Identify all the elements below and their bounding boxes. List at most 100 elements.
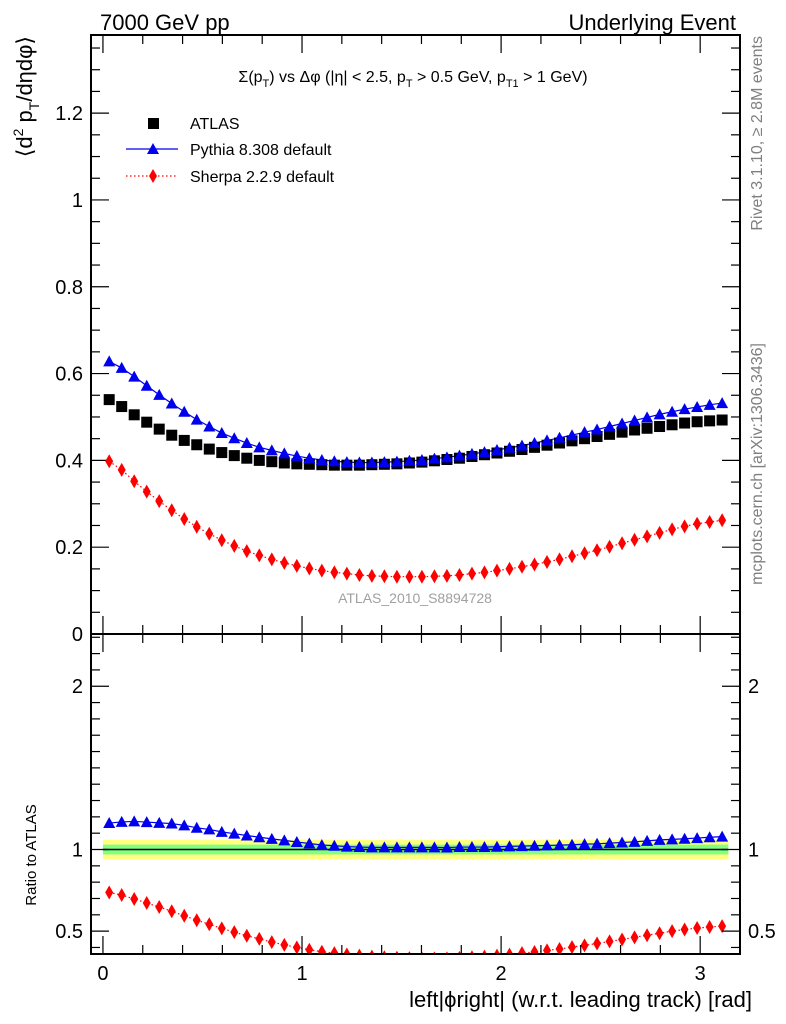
sherpa-line [108,460,723,578]
main-y-tick-label: 0.6 [55,364,83,386]
sherpa-point [330,565,339,580]
pythia-ratio-point [616,836,629,848]
sherpa-ratio-point [605,934,614,949]
main-y-tick-label: 0.8 [55,277,83,299]
pythia-ratio-point [541,839,554,851]
sherpa-ratio-point [117,888,126,903]
pythia-point [178,405,191,417]
pythia-point [328,455,341,467]
pythia-point [253,441,266,453]
sherpa-ratio-point [568,940,577,954]
pythia-ratio-point [428,841,441,853]
pythia-ratio-point [415,841,428,853]
pythia-point [290,450,303,462]
sherpa-ratio-point [543,943,552,954]
pythia-ratio-point [128,815,141,827]
atlas-point [141,416,153,428]
atlas-point [278,457,290,469]
pythia-ratio-point [628,835,641,847]
sherpa-point [643,529,652,544]
sherpa-ratio-point [593,936,602,951]
sherpa-point [705,515,714,530]
main-y-tick-label: 0.2 [55,537,83,559]
atlas-point [616,426,628,438]
pythia-ratio-point [140,816,153,828]
pythia-ratio-point [691,832,704,844]
atlas-point [291,458,303,470]
legend-entry-sherpa: Sherpa 2.2.9 default [126,169,335,186]
sherpa-point [593,543,602,558]
sherpa-ratio-point [693,921,702,936]
pythia-ratio-point [153,816,166,828]
sherpa-point [480,565,489,580]
pythia-ratio-point [478,841,491,853]
pythia-ratio-point [666,833,679,845]
sherpa-ratio-point [481,949,487,954]
pythia-point [591,423,604,435]
pythia-ratio-point [115,815,128,827]
sherpa-point [117,462,126,477]
x-tick-label: 0 [97,963,108,985]
pythia-ratio-point [328,839,341,851]
sherpa-point [317,563,326,578]
pythia-ratio-point [103,817,116,829]
x-tick-label: 2 [496,963,507,985]
pythia-point [528,437,541,449]
sherpa-point [517,559,526,574]
pythia-ratio-point [591,837,604,849]
pythia-point [428,452,441,464]
pythia-point [678,403,691,415]
sherpa-point [492,563,501,578]
sherpa-ratio-line [109,891,723,954]
pythia-ratio-point [503,840,516,852]
legend-entry-pythia: Pythia 8.308 default [126,142,332,159]
sherpa-ratio-point [630,930,639,945]
atlas-point [666,419,678,431]
sherpa-point [280,555,289,570]
sherpa-point [580,546,589,561]
pythia-ratio-point [165,817,178,829]
pythia-point [703,398,716,410]
pythia-point [265,444,278,456]
sherpa-point [342,566,351,581]
pythia-ratio-point [515,840,528,852]
main-y-tick-label: 1.2 [55,103,83,125]
sherpa-point [192,519,201,534]
legend-marker-pythia [147,143,159,154]
pythia-point [165,397,178,409]
pythia-point [240,437,253,449]
atlas-point [191,439,203,451]
main-y-tick-label: 0.4 [55,450,83,472]
sherpa-point [568,549,577,564]
x-tick-labels: 0 1 2 3 [97,963,705,985]
sherpa-ratio-point [469,950,475,954]
atlas-point [116,401,128,413]
pythia-point [503,441,516,453]
ratio-y-tick-label-left: 1 [72,840,83,862]
pythia-point [203,420,216,432]
pythia-ratio-point [253,831,266,843]
legend-entry-atlas: ATLAS [148,116,240,133]
sherpa-ratio-point [205,917,214,932]
main-y-tick-label: 1 [72,190,83,212]
pythia-point [215,427,228,439]
sherpa-point [530,557,539,572]
sherpa-ratio-point [255,931,264,946]
pythia-point [716,397,729,409]
atlas-point [241,452,253,464]
sherpa-point [655,525,664,540]
pythia-point [115,361,128,373]
sherpa-ratio-point [618,932,627,947]
pythia-point [365,456,378,468]
pythia-point [353,456,366,468]
sherpa-ratio-point [643,928,652,943]
sherpa-point [367,568,376,583]
pythia-ratio-point [603,837,616,849]
sherpa-point [555,552,564,567]
atlas-point [103,394,115,406]
sherpa-ratio-point [292,940,301,954]
pythia-ratio-point [203,823,216,835]
pythia-ratio-point [303,837,316,849]
atlas-point [203,443,215,455]
sherpa-point [267,552,276,567]
